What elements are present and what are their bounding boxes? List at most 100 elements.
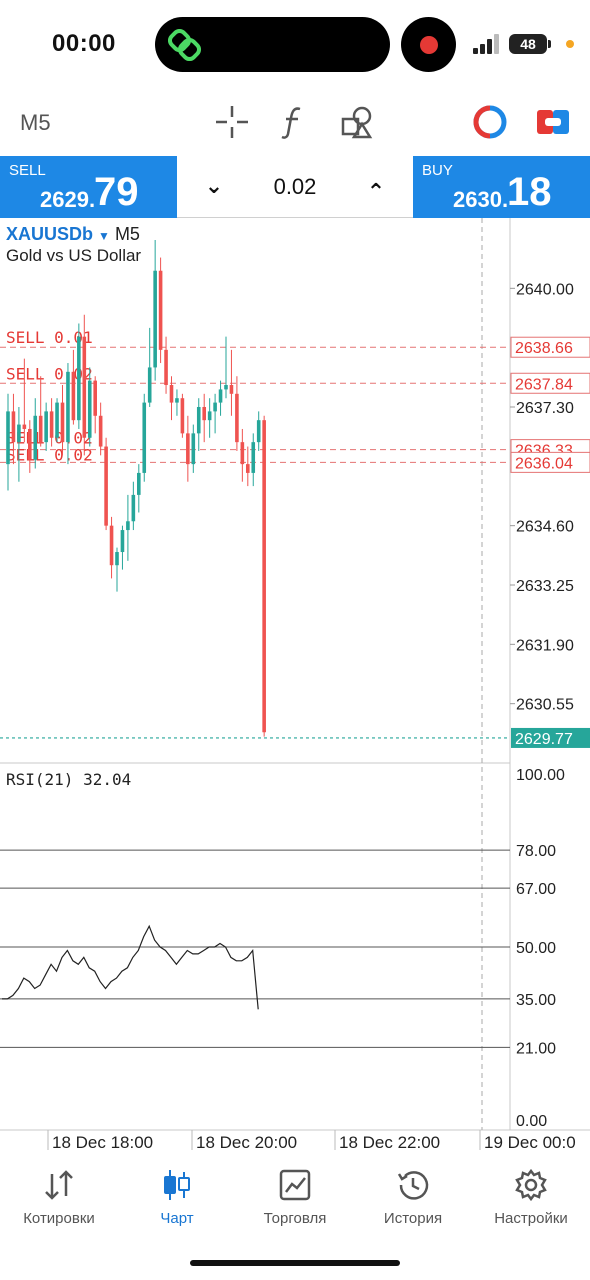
lot-decrease-button[interactable]: ⌄ [204,173,224,198]
status-time: 00:00 [52,30,116,57]
record-dot-icon [420,36,438,54]
order-price-tag [510,336,590,358]
nav-quotes[interactable]: Котировки [0,1160,118,1240]
one-click-trade-panel: SELL 2629. 79 ⌄ 0.02 ⌃ BUY 2630. 18 [0,156,590,218]
rsi-levels: 100.00 78.00 67.00 50.00 35.00 21.00 0.00 [0,767,565,1130]
indicators-icon[interactable] [276,104,312,140]
candle-body [22,424,27,429]
candle-body [77,336,81,421]
candle-body [44,411,48,443]
candle-body [60,402,65,443]
candle-body [38,415,43,443]
order-line-label: SELL 0.02 [6,429,93,448]
price-ticks: 2640.00 2637.30 2634.60 2633.25 2631.90 2630.… [510,281,574,714]
nav-history-label: История [383,1210,443,1227]
chart-timeframe: M5 [114,224,140,244]
candle-body [93,380,97,416]
nav-chart[interactable]: Чарт [118,1160,236,1240]
price-tick-label: 2634.60 [516,519,574,536]
buy-price-pips: 18 [507,170,552,214]
time-axis-labels: 18 Dec 18:00 18 Dec 20:00 18 Dec 22:00 19 D… [47,1130,576,1152]
recording-indicator[interactable] [401,17,456,72]
candle-body [142,402,147,473]
nav-trade[interactable]: Торговля [236,1160,354,1240]
objects-icon[interactable] [340,104,376,140]
signal-icon [473,34,499,54]
candle-body [158,270,163,350]
candle-body [98,415,103,447]
rsi-indicator-label[interactable]: RSI(21) 32.04 [6,770,132,789]
price-tick-label: 2640.00 [516,281,574,298]
candle-body [262,420,266,733]
battery-icon: 48 [509,34,547,54]
price-tick-label: 2630.55 [516,697,574,714]
chart-color-icon[interactable] [472,104,508,140]
candle-body [71,371,76,421]
nav-settings-label: Настройки [494,1210,568,1227]
candle-body [164,349,168,386]
order-line-label: SELL 0.02 [6,445,93,464]
candle-body [87,380,92,438]
order-price-tag [510,372,590,394]
candle-body [126,521,130,531]
nav-history[interactable]: История [354,1160,472,1240]
order-price-label: 2637.84 [515,376,573,393]
crosshair-icon[interactable] [214,104,250,140]
candle-body [246,464,250,473]
candle-body [6,411,10,465]
price-tick-label: 2633.25 [516,578,574,595]
home-indicator [190,1260,400,1266]
rsi-level-label: 100.00 [516,767,565,784]
sell-label: SELL [9,162,46,179]
status-bar: 00:00 48 [0,0,590,90]
price-tick-label: 2637.30 [516,400,574,417]
candle-body [180,398,185,434]
rsi-level-label: 67.00 [516,881,556,898]
chart-symbol[interactable]: XAUUSDb ▼ M5 [6,224,140,245]
timeframe-button[interactable]: M5 [20,110,51,135]
chart-toolbar: M5 [0,96,590,148]
nav-settings[interactable]: Настройки [472,1160,590,1240]
quotes-arrows-icon [45,1170,73,1200]
candle-body [235,393,239,443]
candles [6,239,266,737]
rsi-level-label: 50.00 [516,940,556,957]
order-price-label: 2638.66 [515,340,573,357]
candle-body [55,402,59,438]
candle-body [66,371,70,443]
candle-body [153,270,157,368]
order-price-tag [510,451,590,473]
sell-price-main: 2629. [40,187,96,212]
candle-body [11,411,16,443]
symbol-dropdown-icon[interactable]: ▼ [98,229,110,243]
lot-increase-button[interactable]: ⌃ [366,179,386,204]
rsi-level-label: 0.00 [516,1113,547,1130]
bid-price-label: 2629.77 [515,731,573,748]
buy-button[interactable]: BUY 2630. 18 [413,156,590,218]
candle-body [256,420,261,443]
rsi-level-label: 21.00 [516,1040,556,1057]
time-tick-label: 19 Dec 00:0 [484,1133,576,1152]
one-click-trading-icon[interactable] [535,104,571,140]
lot-size-input[interactable]: 0.02 [273,174,317,199]
candle-body [207,411,212,421]
symbol-description: Gold vs US Dollar [6,246,142,266]
candle-body [49,411,54,438]
candle-body [175,398,179,403]
candle-body [191,433,196,465]
history-clock-icon [397,1171,429,1200]
candle-body [196,406,201,434]
candle-body [240,442,245,465]
candle-body [137,472,141,495]
sell-button[interactable]: SELL 2629. 79 [0,156,177,218]
link-icon [168,29,202,61]
bottom-navigation: Котировки Чарт Торговля История [0,1160,590,1250]
rsi-line [2,924,259,1010]
candle-body [28,428,32,460]
price-chart[interactable]: SELL 0.01 2638.66 SELL 0.02 2637.84 SELL 0.0… [0,218,590,1158]
nav-chart-label: Чарт [160,1210,194,1227]
time-tick-label: 18 Dec 20:00 [196,1133,297,1152]
battery-tip [548,40,551,48]
candle-body [147,367,152,403]
buy-label: BUY [422,162,453,179]
